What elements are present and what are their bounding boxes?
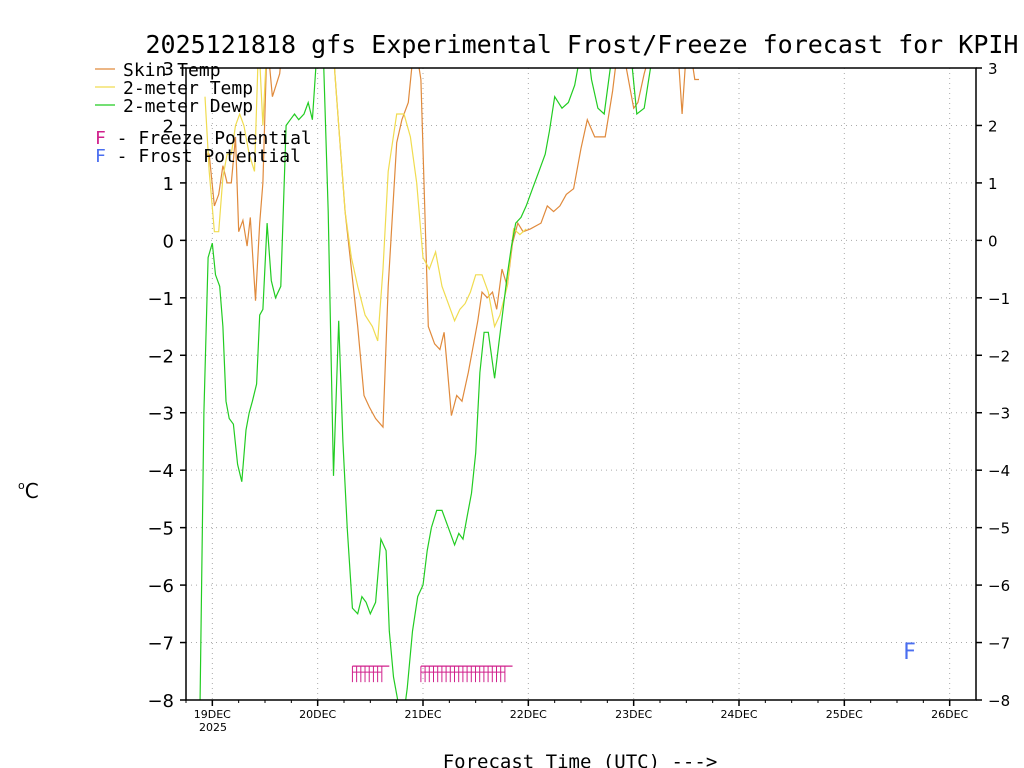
x-tick-label: 20DEC [299,708,336,721]
series-line-2-meter-dewp [199,68,652,700]
series-line-2-meter-temp [204,68,527,342]
y-tick-label: 0 [163,231,174,252]
y-axis-label-unit: C [25,479,39,503]
axis-ticks: 3 2 1 0 −1 −2 −3 −4 −5 −6 −7 −8 3 2 1 0 −1 −2 −3 −4 −5 −6 −7 −8… [147,59,1010,721]
y-right-tick-label: −8 [988,692,1010,710]
plot-frame [185,67,977,701]
potential-marks: F [351,640,916,683]
legend-label: 2-meter Temp [123,78,253,99]
grid-lines [186,68,976,700]
y-tick-label: −3 [147,404,174,425]
x-tick-label: 21DEC [404,708,441,721]
frost-mark: F [903,640,916,665]
y-right-tick-label: −6 [988,577,1010,595]
y-tick-label: −6 [147,576,174,597]
series-line-skin-temp [205,68,699,429]
y-tick-label: 3 [163,59,174,80]
x-axis-label: Forecast Time (UTC) ---> [443,751,718,768]
y-tick-label: −7 [147,634,174,655]
legend-marker-symbol: F [95,146,106,167]
y-right-tick-label: −4 [988,462,1010,480]
y-tick-label: −8 [147,691,174,712]
legend-label: Skin Temp [123,60,221,81]
series-lines [199,68,699,700]
x-tick-label: 24DEC [720,708,757,721]
y-right-tick-label: 2 [988,117,998,135]
y-axis-label: oC [18,479,39,503]
y-tick-label: −4 [147,461,174,482]
legend-marker-label: F - Freeze Potential [95,128,312,149]
legend-marker-label: F - Frost Potential [95,146,301,167]
y-tick-label: −5 [147,519,174,540]
y-right-tick-label: 3 [988,60,998,78]
y-tick-label: 2 [163,116,174,137]
y-tick-label: −1 [147,289,174,310]
y-right-tick-label: −5 [988,520,1010,538]
chart-title: 2025121818 gfs Experimental Frost/Freeze… [146,30,1019,59]
x-year-label: 2025 [199,721,227,734]
x-tick-label: 23DEC [615,708,652,721]
x-tick-label: 19DEC [194,708,231,721]
y-tick-label: 1 [163,174,174,195]
legend-marker-text: - Freeze Potential [106,128,312,149]
y-right-tick-label: −7 [988,635,1010,653]
legend-marker-symbol: F [95,128,106,149]
x-tick-label: 22DEC [510,708,547,721]
y-tick-label: −2 [147,346,174,367]
y-right-tick-label: −2 [988,347,1010,365]
y-right-tick-label: 0 [988,232,998,250]
x-tick-label: 25DEC [826,708,863,721]
y-right-tick-label: −3 [988,405,1010,423]
y-right-tick-label: 1 [988,175,998,193]
y-axis-label-degree: o [18,479,25,492]
legend-marker-text: - Frost Potential [106,146,301,167]
x-tick-label: 26DEC [931,708,968,721]
y-right-tick-label: −1 [988,290,1010,308]
legend-label: 2-meter Dewp [123,96,253,117]
